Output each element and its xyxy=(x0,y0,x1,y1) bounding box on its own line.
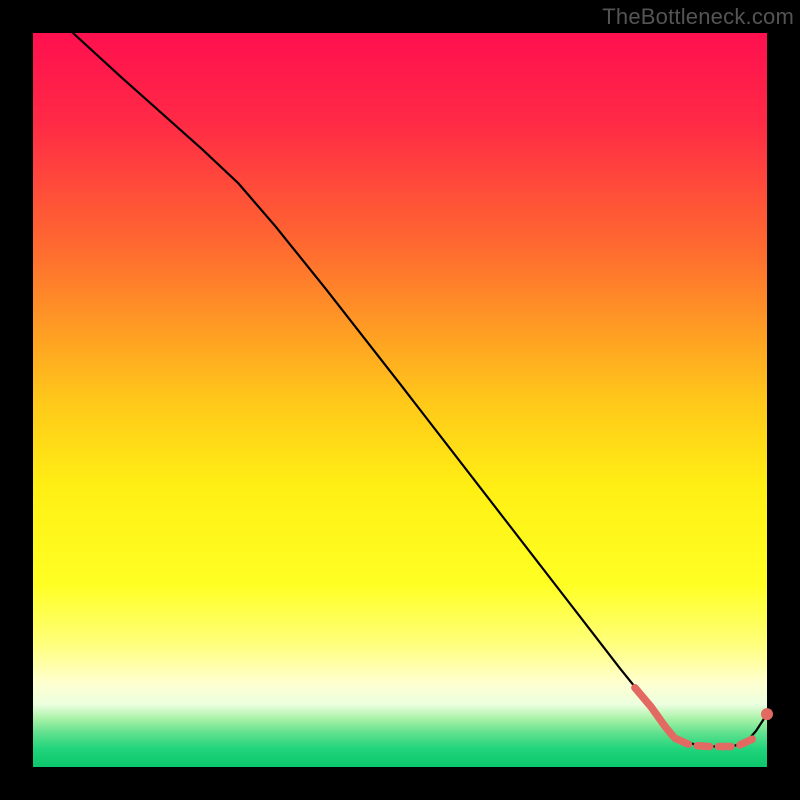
optimal-band-highlight xyxy=(635,688,673,736)
dash-segment xyxy=(740,739,752,745)
chart-overlay xyxy=(33,33,767,767)
chart-container: TheBottleneck.com xyxy=(0,0,800,800)
dash-segment xyxy=(675,738,688,744)
bottleneck-curve xyxy=(33,0,767,746)
end-point-marker xyxy=(761,708,773,720)
dash-segment xyxy=(697,746,709,747)
watermark-text: TheBottleneck.com xyxy=(602,4,794,30)
dashed-segments xyxy=(675,738,752,746)
